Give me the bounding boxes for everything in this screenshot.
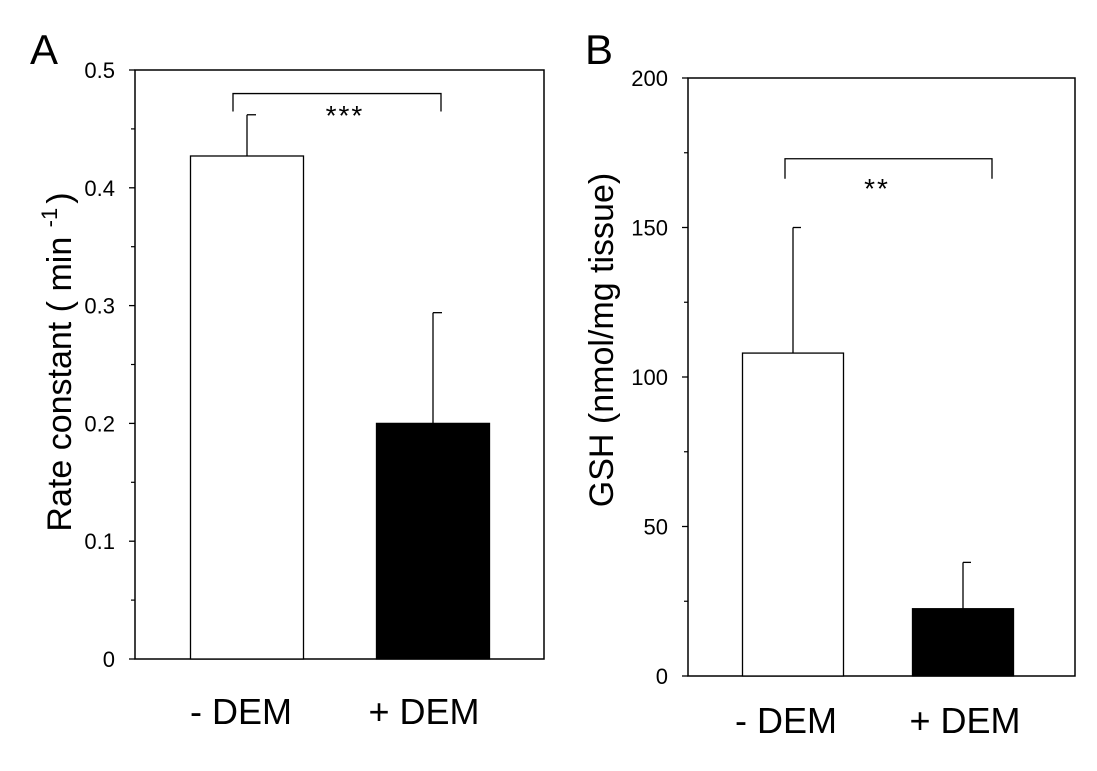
panel-b-category-label: + DEM — [909, 700, 1020, 741]
panel-b-letter: B — [585, 26, 613, 73]
panel-b-ytick-label: 0 — [656, 664, 668, 689]
panel-a-significance-label: *** — [326, 100, 365, 131]
panel-a-y-axis-title-end: ) — [41, 192, 79, 203]
panel-b-category-label: - DEM — [735, 700, 837, 741]
panel-a-category-label: + DEM — [368, 691, 479, 732]
panel-b-bars — [741, 352, 1015, 677]
panel-a-ytick-label: 0.1 — [84, 529, 115, 554]
panel-a-y-axis-title-main: Rate constant ( min — [41, 227, 79, 531]
panel-a-bars — [189, 155, 491, 660]
panel-a-bar — [189, 155, 305, 660]
panel-b-ytick-label: 150 — [631, 216, 668, 241]
panel-a-y-axis-title-superscript: -1 — [37, 208, 62, 228]
panel-a-category-label: - DEM — [190, 691, 292, 732]
panel-b-ytick-label: 200 — [631, 66, 668, 91]
panel-b-ytick-label: 100 — [631, 365, 668, 390]
panel-a-ytick-label: 0.3 — [84, 294, 115, 319]
panel-a-error-bars — [246, 114, 442, 424]
panel-a: A 0 0.1 0.2 0.3 0.4 0.5 *** - DEM + DEM … — [30, 26, 545, 732]
panel-b-significance-bracket — [784, 158, 993, 179]
panel-a-ytick-label: 0.2 — [84, 411, 115, 436]
panel-b-bar — [741, 352, 845, 677]
panel-a-ytick-label: 0.4 — [84, 176, 115, 201]
panel-a-letter: A — [30, 26, 58, 73]
panel-b-error-bars — [792, 226, 971, 609]
panel-b: B 0 50 100 150 200 ** - DEM + DEM GSH (n… — [583, 26, 1076, 741]
panel-a-bar — [375, 422, 491, 660]
panel-b-ytick-label: 50 — [644, 515, 668, 540]
panel-a-significance-bracket — [232, 92, 442, 112]
panel-a-ytick-label: 0 — [103, 647, 115, 672]
panel-a-y-axis-title: Rate constant ( min -1) — [37, 192, 79, 531]
panel-a-y-ticks: 0 0.1 0.2 0.3 0.4 0.5 — [84, 58, 135, 672]
panel-b-y-ticks: 0 50 100 150 200 — [631, 66, 688, 689]
panel-b-significance-label: ** — [864, 173, 890, 204]
panel-b-bar — [911, 608, 1015, 677]
panel-a-ytick-label: 0.5 — [84, 58, 115, 83]
panel-b-y-axis-title: GSH (nmol/mg tissue) — [583, 173, 621, 507]
